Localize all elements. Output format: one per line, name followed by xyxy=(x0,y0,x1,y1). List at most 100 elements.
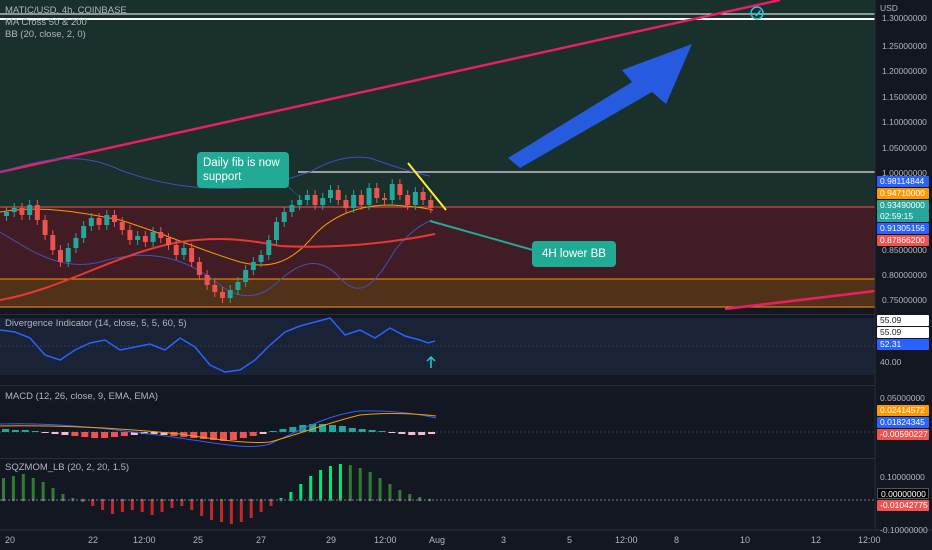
sqz-dot xyxy=(170,498,174,502)
time-tick: 3 xyxy=(501,535,507,545)
bb-lower-tag: 0.87866200 xyxy=(877,235,929,246)
div-tick-2: 55.09 xyxy=(877,327,929,338)
upper-trendline[interactable] xyxy=(0,0,781,174)
candle xyxy=(328,190,333,198)
macd-bar xyxy=(120,432,128,436)
macd-bar xyxy=(61,432,69,435)
sqz-bar xyxy=(378,478,382,500)
sqz-dot xyxy=(378,498,382,502)
sqz-bar xyxy=(348,465,352,500)
hist-tag: -0.00590227 xyxy=(877,429,929,440)
price-tick: 1.05000000 xyxy=(882,143,927,153)
macd-bar xyxy=(418,432,426,435)
candle xyxy=(34,205,40,220)
sqz-dot xyxy=(121,498,124,502)
sqz-dot xyxy=(289,498,293,502)
time-tick: 12 xyxy=(811,535,822,545)
sqz-bar xyxy=(200,500,204,516)
macd-bar xyxy=(51,432,59,434)
candle xyxy=(189,248,195,262)
price-tick: 0.85000000 xyxy=(882,245,927,255)
fib-line[interactable] xyxy=(407,162,447,211)
candle xyxy=(212,285,218,292)
sqz-bar xyxy=(31,478,35,500)
candle xyxy=(243,270,249,282)
sqz-bar xyxy=(11,476,15,500)
bullish-arrow[interactable] xyxy=(508,44,692,168)
last-price-tag: 0.93490000 xyxy=(877,200,929,211)
sqz-bar xyxy=(130,500,134,510)
sqz-label[interactable]: SQZMOM_LB (20, 2, 20, 1.5) xyxy=(5,462,130,473)
macd-bar xyxy=(210,432,218,440)
candle xyxy=(312,195,318,205)
divergence-label[interactable]: Divergence Indicator (14, close, 5, 5, 6… xyxy=(5,318,187,329)
candles-group[interactable] xyxy=(4,179,434,303)
symbol-title[interactable]: MATIC/USD, 4h, COINBASE xyxy=(5,5,127,16)
sqz-dot xyxy=(91,498,94,502)
sqz-dot xyxy=(408,498,412,502)
ma-long-line xyxy=(0,233,436,301)
candle xyxy=(173,245,179,255)
sqz-bar xyxy=(259,500,263,512)
time-tick: 10 xyxy=(740,535,751,545)
sqz-dot xyxy=(210,498,213,502)
candle xyxy=(158,232,164,238)
lower-trendline[interactable] xyxy=(724,289,876,311)
candle xyxy=(4,212,9,216)
macd-tick: 0.05000000 xyxy=(880,393,925,403)
price-tick: 1.10000000 xyxy=(882,117,927,127)
bb-label[interactable]: BB (20, close, 2, 0) xyxy=(5,29,86,40)
div-value-tag: 52.31 xyxy=(877,339,929,350)
macd-bar xyxy=(41,432,49,433)
candle xyxy=(127,230,133,240)
candle xyxy=(397,184,403,195)
sqz-dot xyxy=(349,498,352,502)
sqz-bar xyxy=(368,472,372,500)
sqz-dot xyxy=(240,498,243,502)
candle xyxy=(343,200,349,208)
candle xyxy=(150,232,156,242)
candle xyxy=(428,200,434,208)
price-tick: 1.15000000 xyxy=(882,92,927,102)
time-tick: 12:00 xyxy=(133,535,156,545)
sqz-bar xyxy=(41,482,45,500)
macd-bar xyxy=(358,429,366,432)
macd-tag: 0.02414572 xyxy=(877,405,929,416)
sqz-bar xyxy=(120,500,124,512)
sqz-bar xyxy=(150,500,154,515)
sqz-bar xyxy=(338,464,342,500)
sqz-bar xyxy=(309,476,313,500)
time-tick: 22 xyxy=(88,535,99,545)
candle xyxy=(412,192,418,205)
candle xyxy=(405,195,411,205)
price-tick: 1.25000000 xyxy=(882,41,927,51)
macd-label[interactable]: MACD (12, 26, close, 9, EMA, EMA) xyxy=(5,391,159,402)
bb-annotation[interactable]: 4H lower BB xyxy=(532,241,616,267)
ma-cross-label[interactable]: MA Cross 50 & 200 xyxy=(5,17,87,28)
sqz-bar xyxy=(180,500,184,506)
sqz-dot xyxy=(220,498,223,502)
sqz-value-tag: -0.01042775 xyxy=(877,500,929,511)
candle xyxy=(297,200,303,205)
fib-annotation[interactable]: Daily fib is now support xyxy=(197,152,289,188)
macd-bar xyxy=(111,432,118,437)
macd-bar xyxy=(220,432,227,441)
check-icon[interactable] xyxy=(750,6,764,20)
up-arrow-icon xyxy=(426,355,436,368)
macd-bar xyxy=(11,430,19,432)
candle xyxy=(220,292,225,298)
sqz-bar xyxy=(170,500,174,508)
sqz-bar xyxy=(51,488,55,500)
candle xyxy=(250,262,256,270)
candle xyxy=(88,218,94,226)
sqz-bar xyxy=(160,500,164,512)
red-zone xyxy=(0,207,875,279)
sqz-tick-pos: 0.10000000 xyxy=(880,472,925,482)
sqz-bar xyxy=(2,478,5,500)
sqz-dot xyxy=(358,498,362,502)
sqz-bar xyxy=(249,500,253,518)
div-tick-1: 55.09 xyxy=(877,315,929,326)
candle xyxy=(266,240,272,255)
candle xyxy=(351,195,357,208)
